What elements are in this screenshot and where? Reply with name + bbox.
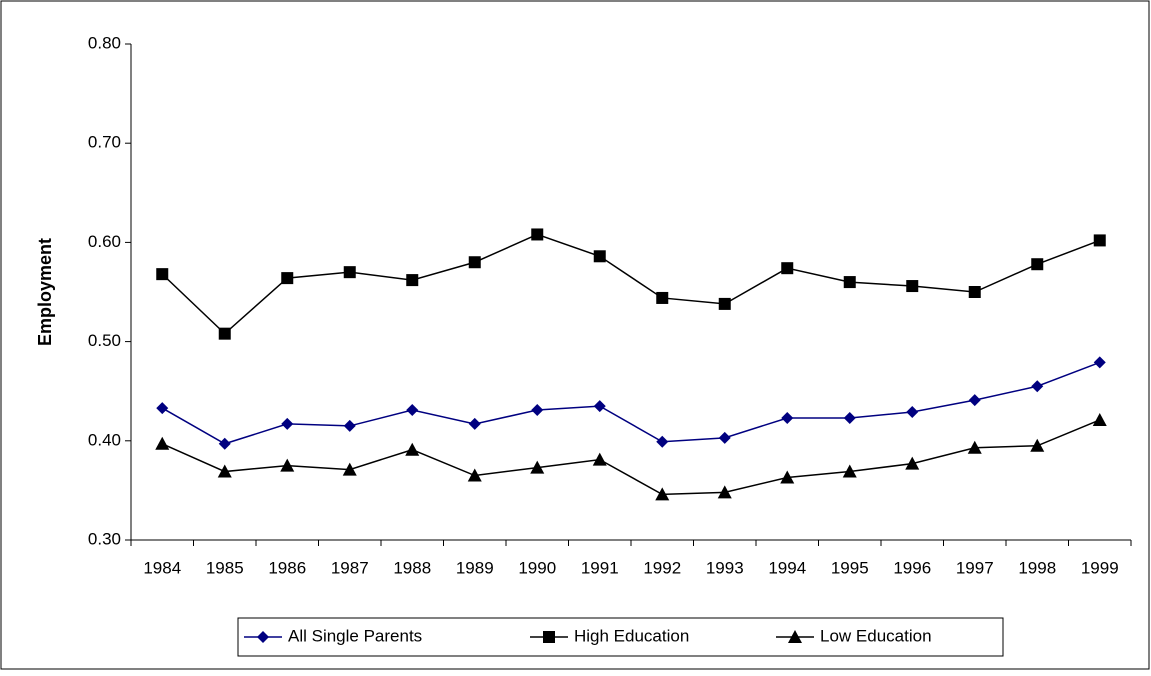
x-tick-label: 1994 [768, 558, 806, 577]
marker [218, 437, 231, 450]
marker [155, 436, 170, 450]
marker [1031, 380, 1044, 393]
marker [257, 631, 269, 643]
marker [843, 276, 856, 289]
x-tick-label: 1984 [143, 558, 181, 577]
marker [843, 411, 856, 424]
marker [906, 280, 919, 293]
marker [780, 470, 795, 484]
y-tick-label: 0.40 [88, 430, 121, 449]
legend-label: High Education [574, 626, 689, 645]
marker [468, 417, 481, 430]
marker [968, 394, 981, 407]
x-tick-label: 1986 [268, 558, 306, 577]
y-tick-label: 0.70 [88, 133, 121, 152]
marker [905, 456, 920, 470]
series-line [161, 233, 1101, 335]
y-tick-label: 0.30 [88, 529, 121, 548]
y-axis-label: Employment [35, 238, 55, 346]
legend-box [237, 617, 1004, 657]
y-tick-label: 0.60 [88, 232, 121, 251]
x-tick-label: 1993 [706, 558, 744, 577]
marker [530, 460, 545, 474]
marker [343, 266, 356, 279]
series-line [161, 419, 1101, 496]
marker [592, 452, 607, 466]
y-tick-label: 0.50 [88, 331, 121, 350]
marker [781, 262, 794, 275]
marker [281, 272, 294, 285]
marker [1031, 258, 1044, 271]
marker [468, 256, 481, 269]
marker [968, 286, 981, 298]
legend-label: Low Education [820, 626, 932, 645]
marker [1093, 234, 1106, 247]
marker [718, 297, 731, 310]
marker [717, 485, 732, 499]
marker [593, 400, 606, 413]
marker [788, 630, 802, 643]
marker [217, 464, 232, 478]
marker [280, 458, 295, 472]
marker [531, 404, 544, 417]
legend-label: All Single Parents [288, 626, 422, 645]
marker [781, 411, 794, 424]
marker [406, 404, 419, 417]
marker [281, 417, 294, 430]
x-tick-label: 1985 [206, 558, 244, 577]
x-tick-label: 1990 [518, 558, 556, 577]
marker [1030, 438, 1045, 452]
marker [218, 327, 231, 340]
marker [656, 435, 669, 448]
x-tick-label: 1999 [1081, 558, 1119, 577]
x-tick-label: 1987 [331, 558, 369, 577]
marker [342, 462, 357, 476]
marker [405, 442, 420, 456]
marker [718, 431, 731, 444]
x-tick-label: 1997 [956, 558, 994, 577]
marker [593, 250, 606, 263]
marker [467, 468, 482, 482]
marker [842, 464, 857, 478]
x-tick-label: 1995 [831, 558, 869, 577]
x-tick-label: 1996 [893, 558, 931, 577]
marker [967, 440, 982, 454]
marker [1093, 356, 1106, 369]
x-tick-label: 1998 [1018, 558, 1056, 577]
marker [906, 406, 919, 419]
marker [1092, 412, 1107, 426]
marker [543, 631, 555, 643]
marker [156, 402, 169, 415]
x-tick-label: 1991 [581, 558, 619, 577]
marker [343, 419, 356, 432]
x-tick-label: 1988 [393, 558, 431, 577]
y-tick-label: 0.80 [88, 33, 121, 52]
x-tick-label: 1989 [456, 558, 494, 577]
series-line [161, 361, 1101, 445]
marker [656, 291, 669, 304]
marker [655, 487, 670, 501]
marker [156, 268, 169, 281]
x-tick-label: 1992 [643, 558, 681, 577]
marker [531, 228, 544, 241]
marker [406, 274, 419, 287]
